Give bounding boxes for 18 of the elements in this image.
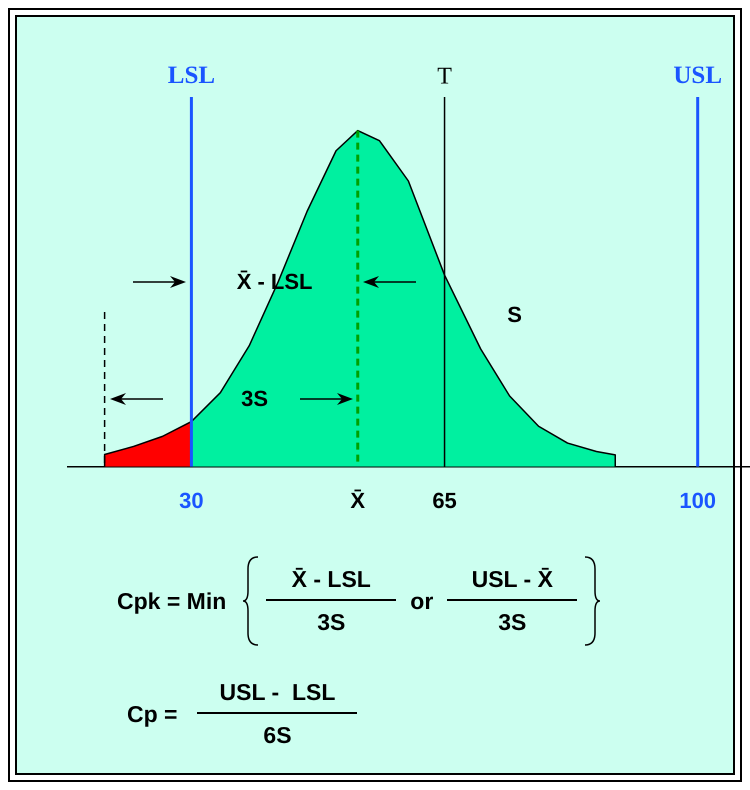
x-tick-label: 100 — [679, 488, 716, 513]
annotation: 3S — [241, 386, 268, 412]
text: Cp = — [127, 700, 178, 728]
text: 6S — [263, 721, 292, 749]
text: USL - LSL — [220, 679, 336, 707]
text: X̄ - LSL — [292, 566, 371, 594]
ref-line-label: T — [437, 63, 452, 90]
text: USL - X̄ — [472, 566, 553, 594]
ref-line-label: LSL — [168, 62, 216, 89]
x-tick-label: 65 — [432, 488, 457, 513]
text: 3S — [498, 608, 526, 636]
text: or — [410, 588, 434, 614]
text: Cpk = Min — [117, 588, 226, 614]
x-tick-label: 30 — [179, 488, 204, 513]
text: 3S — [317, 608, 346, 636]
x-tick-label: X̄ — [350, 488, 366, 513]
ref-line-label: USL — [673, 62, 722, 89]
annotation: S — [507, 302, 522, 328]
